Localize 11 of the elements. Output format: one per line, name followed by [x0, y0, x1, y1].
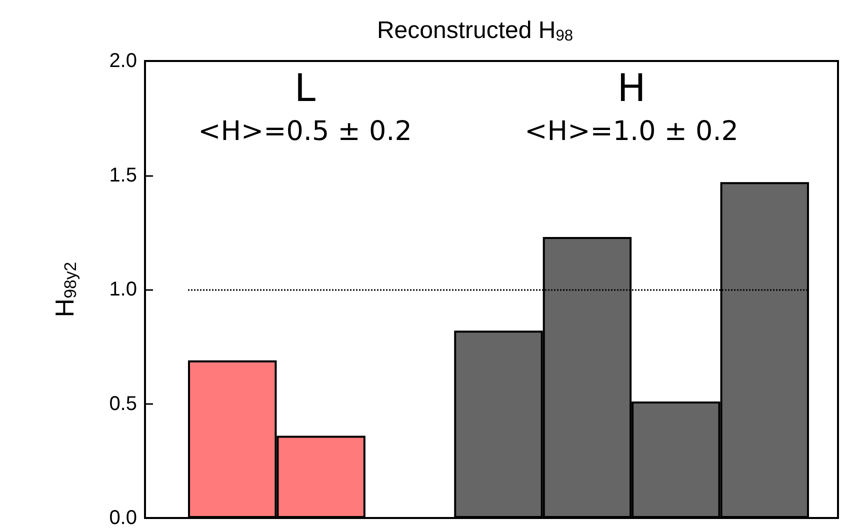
- chart-title: Reconstructed H98: [376, 16, 574, 44]
- annotation: <H>=1.0 ± 0.2: [524, 116, 738, 147]
- y-axis-title: H98y2: [50, 262, 80, 318]
- y-tick-label: 0.0: [109, 507, 137, 529]
- y-tick-label: 1.5: [109, 164, 137, 186]
- y-tick-label: 1.0: [109, 278, 137, 300]
- annotation: H: [617, 66, 646, 110]
- y-tick-label: 2.0: [109, 50, 137, 72]
- annotation: <H>=0.5 ± 0.2: [198, 116, 412, 147]
- annotation: L: [294, 66, 316, 110]
- y-tick-label: 0.5: [109, 392, 137, 415]
